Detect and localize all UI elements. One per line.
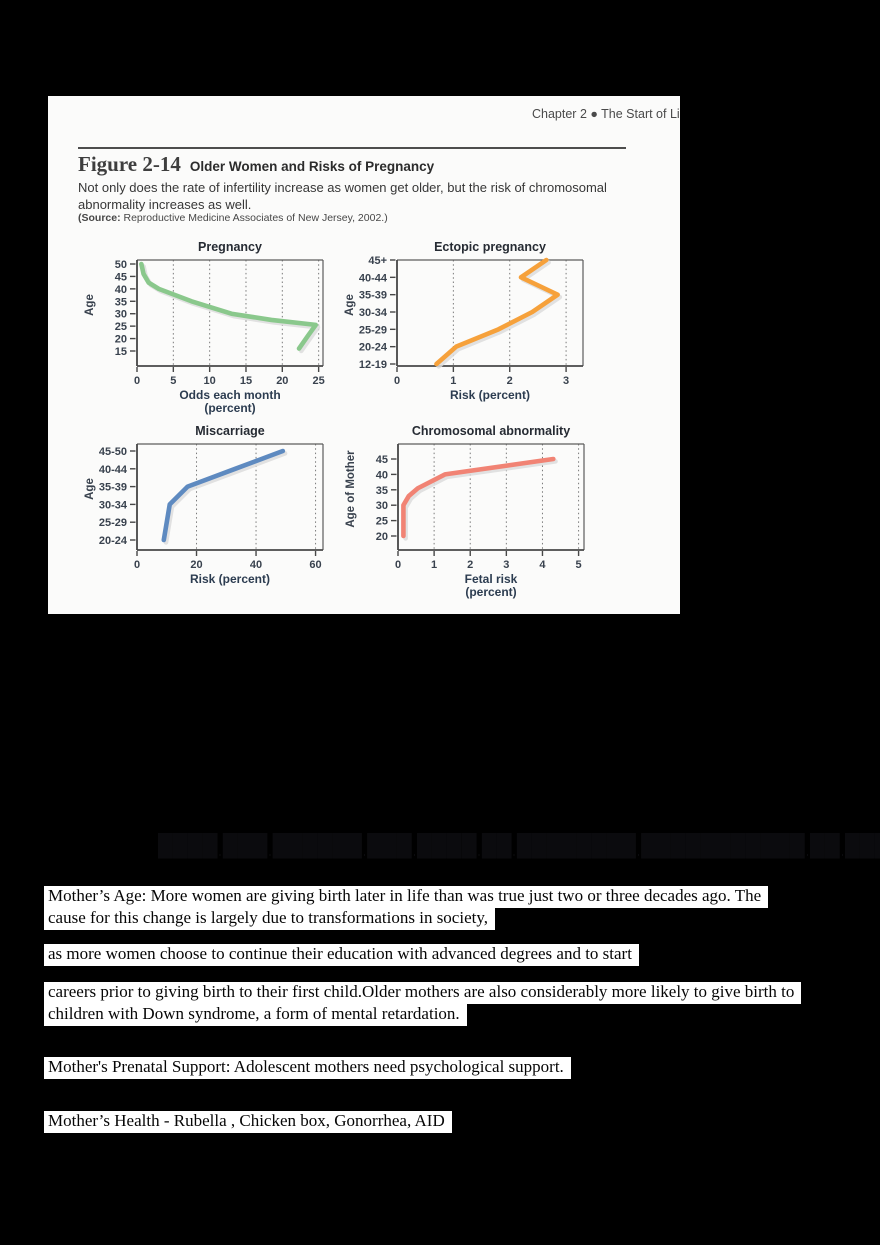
svg-text:35: 35 [115,296,127,308]
svg-text:0: 0 [395,559,401,571]
svg-text:30: 30 [115,309,127,321]
figure-title: Older Women and Risks of Pregnancy [189,159,435,174]
svg-text:2: 2 [507,375,513,387]
svg-text:20: 20 [276,375,288,387]
svg-text:15: 15 [240,375,252,387]
svg-text:20-24: 20-24 [359,342,388,354]
figure-source: (Source: Reproductive Medicine Associate… [78,212,388,224]
svg-text:12-19: 12-19 [359,359,387,371]
svg-text:20: 20 [190,559,202,571]
svg-text:0: 0 [134,559,140,571]
paragraph-mothers-health: Mother’s Health - Rubella , Chicken box,… [44,1111,452,1133]
svg-text:35-39: 35-39 [99,482,127,494]
y-axis-label: Age [84,478,96,500]
text-line: careers prior to giving birth to their f… [44,982,802,1004]
chart-chromosomal-abnormality: Chromosomal abnormality Age of Mother 20… [340,425,610,599]
svg-text:10: 10 [204,375,216,387]
figure-box: Chapter 2 ● The Start of Li Figure 2-14 … [48,96,680,614]
svg-text:35-39: 35-39 [359,290,387,302]
svg-text:25: 25 [376,516,388,528]
chart-pregnancy: Pregnancy Age 15 20 25 30 35 40 45 50 0 5 10 15 20 25… [79,241,349,415]
svg-text:25-29: 25-29 [359,324,387,336]
svg-text:2: 2 [467,559,473,571]
figure-source-text: Reproductive Medicine Associates of New … [120,212,388,224]
svg-text:5: 5 [170,375,176,387]
chart-miscarriage: Miscarriage Age 20-24 25-29 30-34 35-39 40-4… [79,425,349,586]
svg-text:3: 3 [563,375,569,387]
svg-text:25: 25 [115,321,127,333]
svg-text:40: 40 [376,469,388,481]
x-axis-label: Risk (percent) [189,572,271,586]
svg-text:1: 1 [450,375,456,387]
paragraph-careers-down-syndrome: careers prior to giving birth to their f… [44,982,802,1026]
svg-text:4: 4 [539,559,546,571]
svg-text:20-24: 20-24 [99,535,128,547]
svg-text:45+: 45+ [368,255,387,267]
figure-divider [78,147,626,149]
svg-text:20: 20 [376,531,388,543]
y-axis-label: Age [84,294,96,316]
svg-text:45: 45 [376,454,388,466]
svg-text:45-50: 45-50 [99,446,127,458]
chart-plot-miscarriage: 20-24 25-29 30-34 35-39 40-44 45-50 0 20 40 60 [99,443,324,571]
hidden-heading-silhouette: ████ ███ ██████ ███ ████ ██ ████████ ███… [158,833,880,857]
svg-text:60: 60 [309,559,321,571]
svg-text:40: 40 [115,284,127,296]
chart-title: Miscarriage [195,424,265,438]
svg-text:30-34: 30-34 [99,499,128,511]
paragraph-education: as more women choose to continue their e… [44,944,639,966]
text-line: children with Down syndrome, a form of m… [44,1004,801,1026]
x-axis-label: Odds each month (percent) [179,388,281,415]
svg-text:25: 25 [313,375,325,387]
svg-text:15: 15 [115,346,127,358]
figure-title-row: Figure 2-14 Older Women and Risks of Pre… [78,152,434,177]
text-line: Mother's Prenatal Support: Adolescent mo… [44,1057,571,1079]
svg-text:30-34: 30-34 [359,307,388,319]
figure-caption-line1: Not only does the rate of infertility in… [78,180,607,195]
text-line: Mother’s Age: More women are giving birt… [44,886,769,908]
paragraph-mothers-age: Mother’s Age: More women are giving birt… [44,886,769,930]
figure-caption: Not only does the rate of infertility in… [78,180,638,213]
svg-text:0: 0 [394,375,400,387]
svg-text:45: 45 [115,271,127,283]
svg-text:1: 1 [431,559,437,571]
svg-text:20: 20 [115,334,127,346]
svg-text:5: 5 [576,559,582,571]
text-line: as more women choose to continue their e… [44,944,639,966]
chart-title: Ectopic pregnancy [434,240,546,254]
chart-plot-ectopic: 12-19 20-24 25-29 30-34 35-39 40-44 45+ 0 1 2 3 [359,255,584,387]
svg-text:0: 0 [134,375,140,387]
text-line: cause for this change is largely due to … [44,908,768,930]
svg-text:50: 50 [115,259,127,271]
chart-ectopic-pregnancy: Ectopic pregnancy Age 12-19 20-24 25-29 30-… [339,241,609,402]
text-line: Mother’s Health - Rubella , Chicken box,… [44,1111,452,1133]
y-axis-label: Age of Mother [345,450,357,528]
x-axis-label: Risk (percent) [449,388,531,402]
svg-text:40-44: 40-44 [359,272,388,284]
svg-text:40-44: 40-44 [99,464,128,476]
svg-text:35: 35 [376,485,388,497]
chapter-header: Chapter 2 ● The Start of Li [532,107,680,121]
chart-title: Chromosomal abnormality [411,424,571,438]
svg-text:40: 40 [250,559,262,571]
svg-text:3: 3 [503,559,509,571]
figure-label: Figure 2-14 [78,152,181,176]
x-axis-label: Fetal risk (percent) [464,572,518,599]
hidden-heading: ████ ███ ██████ ███ ████ ██ ████████ ███… [158,833,880,858]
figure-source-label: (Source: [78,212,121,224]
paragraph-prenatal-support: Mother's Prenatal Support: Adolescent mo… [44,1057,571,1079]
chart-title: Pregnancy [198,240,262,254]
y-axis-label: Age [344,294,356,316]
svg-text:30: 30 [376,500,388,512]
figure-caption-line2: abnormality increases as well. [78,196,252,212]
svg-text:25-29: 25-29 [99,517,127,529]
